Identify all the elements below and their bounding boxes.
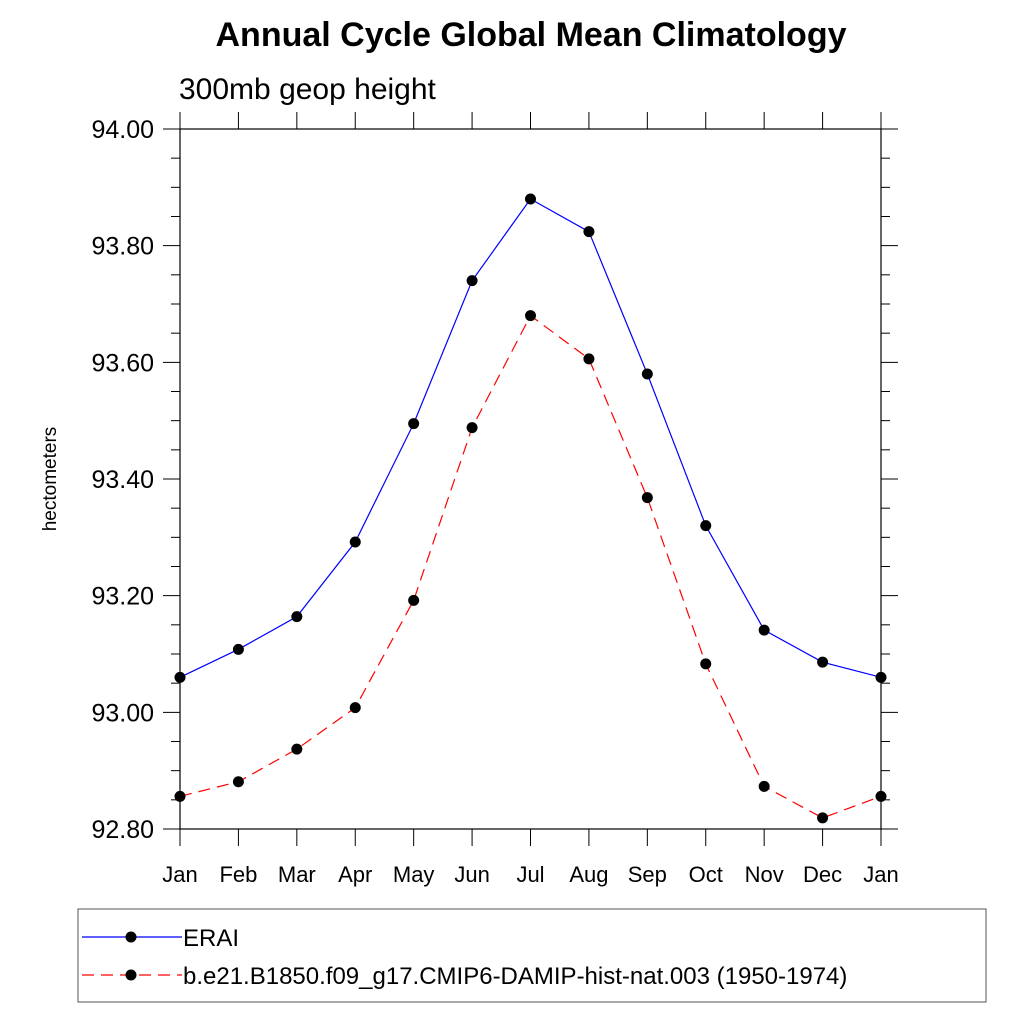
data-point — [758, 780, 770, 792]
axis-ticks — [163, 112, 898, 846]
x-tick-label: Mar — [278, 862, 316, 887]
data-point — [232, 643, 244, 655]
x-tick-label: Aug — [569, 862, 608, 887]
data-point — [525, 310, 536, 322]
y-tick-label: 92.80 — [91, 816, 154, 844]
data-point — [641, 368, 653, 380]
legend-marker — [125, 931, 137, 943]
legend: ERAI b.e21.B1850.f09_g17.CMIP6-DAMIP-hist… — [77, 908, 987, 1003]
x-tick-label: May — [393, 862, 435, 887]
data-point — [291, 743, 303, 755]
x-tick-label: Dec — [803, 862, 842, 887]
x-tick-label: Jan — [863, 862, 898, 887]
y-tick-label: 93.40 — [91, 466, 154, 494]
series-line — [179, 198, 882, 678]
x-tick-label: Nov — [745, 862, 784, 887]
legend-label: b.e21.B1850.f09_g17.CMIP6-DAMIP-hist-nat… — [183, 963, 847, 990]
data-point — [349, 702, 361, 714]
x-tick-label: Oct — [689, 862, 723, 887]
data-point — [525, 193, 536, 205]
series-layer — [174, 193, 887, 824]
y-tick-label: 93.60 — [91, 349, 154, 377]
data-point — [583, 226, 595, 238]
plot-frame — [179, 128, 882, 830]
data-point — [349, 536, 361, 548]
data-point — [817, 656, 829, 668]
y-tick-label: 93.20 — [91, 583, 154, 611]
y-tick-labels: 92.80 93.00 93.20 93.40 93.60 93.80 94.00 — [91, 116, 154, 844]
data-point — [232, 776, 244, 788]
data-point — [583, 353, 595, 365]
data-point — [291, 611, 303, 623]
x-tick-label: Jul — [516, 862, 544, 887]
data-point — [466, 275, 478, 287]
legend-label: ERAI — [183, 925, 239, 952]
data-point — [700, 658, 712, 670]
x-tick-labels: Jan Feb Mar Apr May Jun Jul Aug Sep Oct Nov Dec Jan — [162, 862, 898, 887]
x-tick-label: Feb — [219, 862, 257, 887]
y-tick-label: 93.00 — [91, 699, 154, 727]
data-point — [700, 520, 712, 532]
data-point — [408, 418, 420, 430]
x-tick-label: Jan — [162, 862, 197, 887]
legend-box — [77, 908, 987, 1003]
series-2 — [174, 310, 887, 824]
series-line — [179, 314, 882, 819]
data-point — [817, 812, 829, 824]
data-point — [641, 492, 653, 504]
y-tick-label: 93.80 — [91, 233, 154, 261]
y-axis-label: hectometers — [40, 427, 61, 532]
data-point — [408, 594, 420, 606]
chart-subtitle: 300mb geop height — [179, 73, 437, 106]
x-tick-label: Sep — [628, 862, 667, 887]
x-tick-label: Jun — [454, 862, 489, 887]
data-point — [466, 422, 478, 434]
chart-title: Annual Cycle Global Mean Climatology — [216, 16, 847, 54]
series-1 — [174, 193, 887, 683]
x-tick-label: Apr — [338, 862, 372, 887]
data-point — [758, 624, 770, 636]
y-tick-label: 94.00 — [91, 116, 154, 144]
legend-marker — [125, 969, 137, 981]
